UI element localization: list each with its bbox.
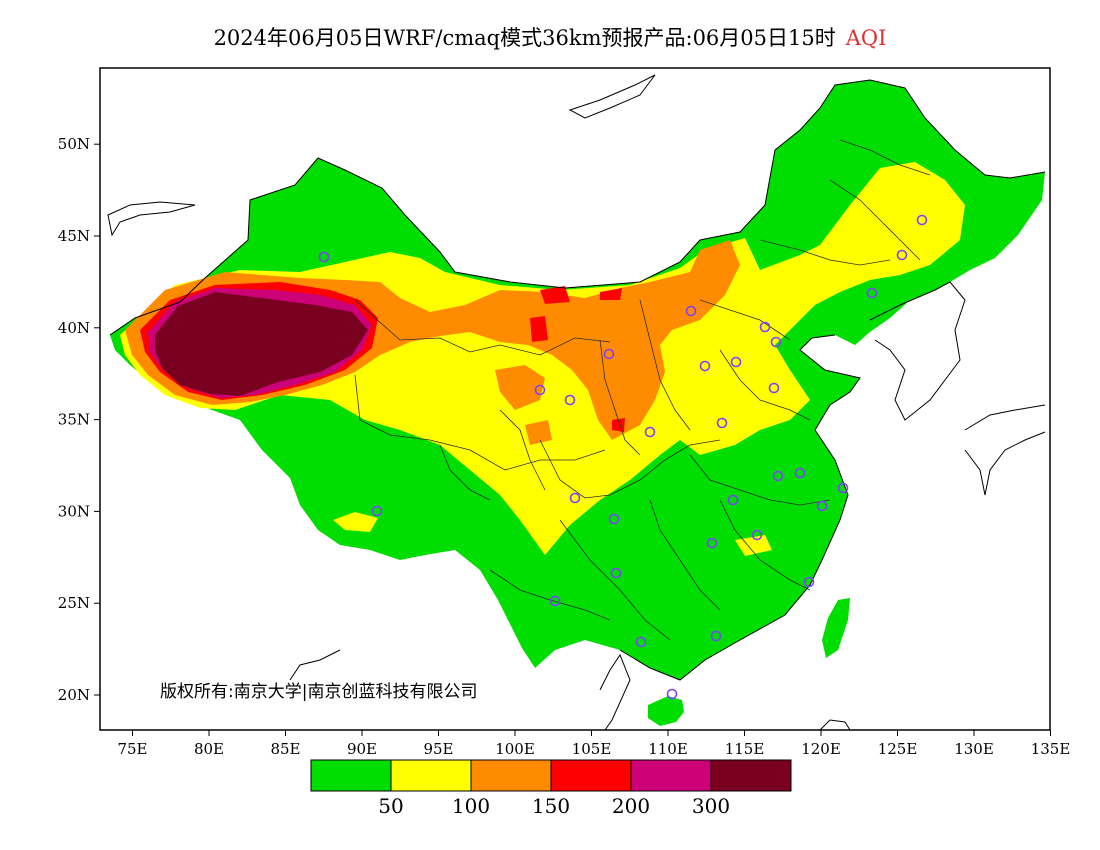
lon-tick-label: 110E bbox=[648, 740, 688, 758]
legend-swatch bbox=[710, 759, 792, 792]
lat-tick-label: 20N bbox=[58, 686, 90, 704]
province-boundaries bbox=[354, 139, 931, 641]
lon-tick-label: 130E bbox=[954, 740, 994, 758]
map-title: 2024年06月05日WRF/cmaq模式36km预报产品:06月05日15时 A… bbox=[0, 22, 1100, 52]
aqi-zone-hainan bbox=[648, 696, 684, 726]
legend-swatch bbox=[310, 759, 392, 792]
legend-swatch bbox=[550, 759, 632, 792]
lon-tick-label: 100E bbox=[495, 740, 535, 758]
aqi-zone-taiwan bbox=[822, 598, 850, 658]
lon-tick-label: 80E bbox=[194, 740, 224, 758]
station-markers bbox=[318, 214, 928, 700]
lon-tick-label: 115E bbox=[725, 740, 765, 758]
lat-tick-label: 30N bbox=[58, 502, 90, 520]
lat-tick-label: 35N bbox=[58, 411, 90, 429]
title-main: 2024年06月05日WRF/cmaq模式36km预报产品:06月05日15时 bbox=[213, 26, 836, 50]
legend-break-label: 200 bbox=[612, 794, 650, 818]
lon-tick-label: 105E bbox=[572, 740, 612, 758]
lon-tick-label: 90E bbox=[347, 740, 377, 758]
legend-break-label: 50 bbox=[378, 794, 403, 818]
legend-swatch bbox=[470, 759, 552, 792]
lon-tick-label: 120E bbox=[801, 740, 841, 758]
legend-break-label: 150 bbox=[532, 794, 570, 818]
title-variable: AQI bbox=[845, 26, 887, 50]
legend-break-label: 100 bbox=[452, 794, 490, 818]
lon-tick-label: 85E bbox=[270, 740, 300, 758]
lat-tick-label: 45N bbox=[58, 227, 90, 245]
map-border bbox=[99, 67, 1051, 731]
lon-axis: 75E 80E 85E 90E 95E 100E 105E 110E 115E 120E 125E 1… bbox=[117, 730, 1070, 758]
legend-swatch bbox=[390, 759, 472, 792]
copyright-text: 版权所有:南京大学|南京创蓝科技有限公司 bbox=[160, 682, 477, 702]
lat-tick-label: 40N bbox=[58, 319, 90, 337]
lon-tick-label: 125E bbox=[878, 740, 918, 758]
coastlines bbox=[107, 74, 1046, 730]
aqi-legend: 50 100 150 200 300 bbox=[310, 759, 792, 818]
lat-axis: 20N 25N 30N 35N 40N 45N 50N bbox=[58, 135, 100, 704]
lon-tick-label: 75E bbox=[117, 740, 147, 758]
lon-tick-label: 135E bbox=[1031, 740, 1071, 758]
aqi-zone-moderate bbox=[120, 162, 965, 555]
aqi-zone-hazardous bbox=[155, 292, 368, 396]
legend-break-label: 300 bbox=[692, 794, 730, 818]
lon-tick-label: 95E bbox=[423, 740, 453, 758]
lat-tick-label: 25N bbox=[58, 594, 90, 612]
legend-swatch bbox=[630, 759, 712, 792]
lat-tick-label: 50N bbox=[58, 135, 90, 153]
